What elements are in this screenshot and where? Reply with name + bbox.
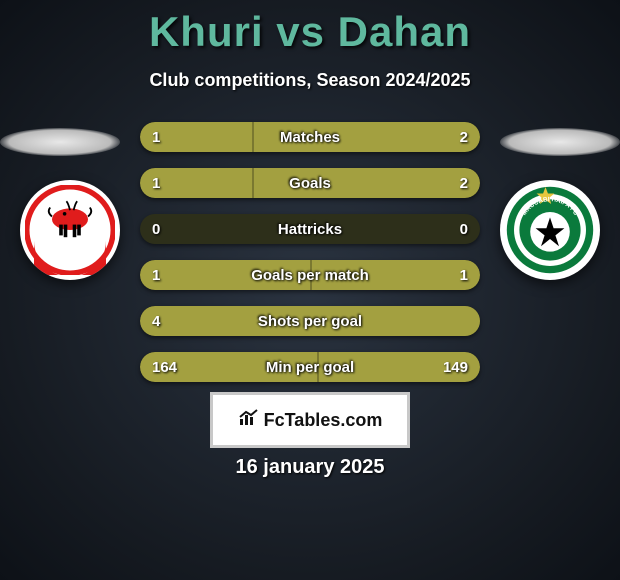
stats-bars: Matches12Goals12Hattricks00Goals per mat… (140, 122, 480, 398)
stat-row: Matches1 2 (140, 122, 480, 152)
stat-value-right: 2 (460, 122, 468, 152)
stat-value-left: 0 (152, 214, 160, 244)
crest-right-svg: MACCABI HAIFA FC (505, 185, 595, 275)
brand-box: FcTables.com (210, 392, 410, 448)
stat-row: Goals1 2 (140, 168, 480, 198)
page-title: Khuri vs Dahan (0, 0, 620, 56)
stat-row: Goals per match1 1 (140, 260, 480, 290)
stat-row: Hattricks0 0 (140, 214, 480, 244)
platform-right (500, 128, 620, 156)
stat-value-right: 1 (460, 260, 468, 290)
stat-value-right: 2 (460, 168, 468, 198)
stat-label: Hattricks (140, 214, 480, 244)
stat-label: Goals (140, 168, 480, 198)
stat-label: Matches (140, 122, 480, 152)
stat-label: Min per goal (140, 352, 480, 382)
brand-text: FcTables.com (264, 410, 383, 431)
subtitle: Club competitions, Season 2024/2025 (0, 70, 620, 91)
stat-value-right: 0 (460, 214, 468, 244)
stat-value-left: 164 (152, 352, 177, 382)
stat-label: Goals per match (140, 260, 480, 290)
chart-icon (238, 409, 260, 432)
stat-value-left: 1 (152, 260, 160, 290)
date-text: 16 january 2025 (0, 456, 620, 479)
crest-left-text: סכנין (50, 243, 91, 263)
stat-value-left: 1 (152, 168, 160, 198)
crest-left: סכנין (20, 180, 120, 280)
crest-left-svg: סכנין (25, 185, 115, 275)
crest-right: MACCABI HAIFA FC (500, 180, 600, 280)
stat-value-right: 149 (443, 352, 468, 382)
platform-left (0, 128, 120, 156)
stat-row: Min per goal164 149 (140, 352, 480, 382)
stat-label: Shots per goal (140, 306, 480, 336)
stat-row: Shots per goal4 (140, 306, 480, 336)
stat-value-left: 4 (152, 306, 160, 336)
stat-value-left: 1 (152, 122, 160, 152)
